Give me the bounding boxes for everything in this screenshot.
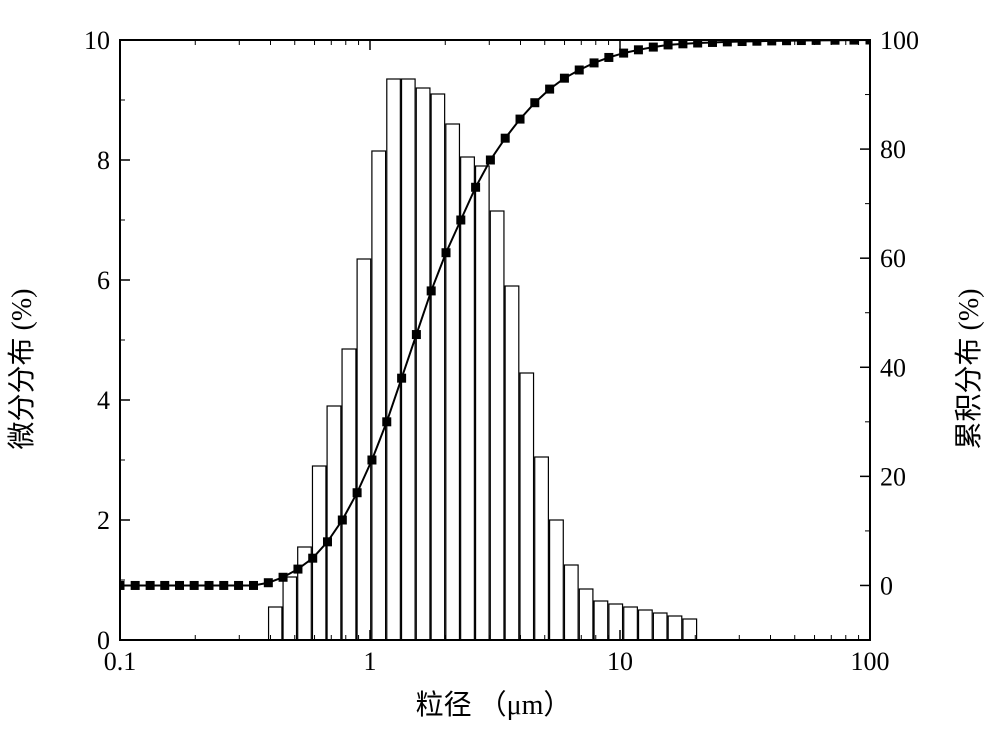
svg-text:2: 2 (97, 506, 110, 535)
svg-text:80: 80 (880, 135, 906, 164)
svg-text:8: 8 (97, 146, 110, 175)
y1-axis-label: 微分分布 (%) (0, 289, 40, 450)
svg-text:4: 4 (97, 386, 110, 415)
svg-text:100: 100 (851, 647, 890, 676)
svg-text:0: 0 (97, 626, 110, 655)
svg-text:6: 6 (97, 266, 110, 295)
svg-text:100: 100 (880, 26, 919, 55)
svg-text:1: 1 (364, 647, 377, 676)
svg-text:40: 40 (880, 353, 906, 382)
x-axis-label: 粒径 （μm） (416, 683, 572, 723)
svg-text:10: 10 (607, 647, 633, 676)
chart-svg: 0.11101000246810020406080100 (0, 0, 987, 738)
svg-text:10: 10 (84, 26, 110, 55)
y2-axis-label: 累积分布 (%) (947, 289, 987, 450)
particle-size-chart: 0.11101000246810020406080100 微分分布 (%) 累积… (0, 0, 987, 738)
svg-text:20: 20 (880, 462, 906, 491)
svg-text:0: 0 (880, 571, 893, 600)
svg-text:60: 60 (880, 244, 906, 273)
